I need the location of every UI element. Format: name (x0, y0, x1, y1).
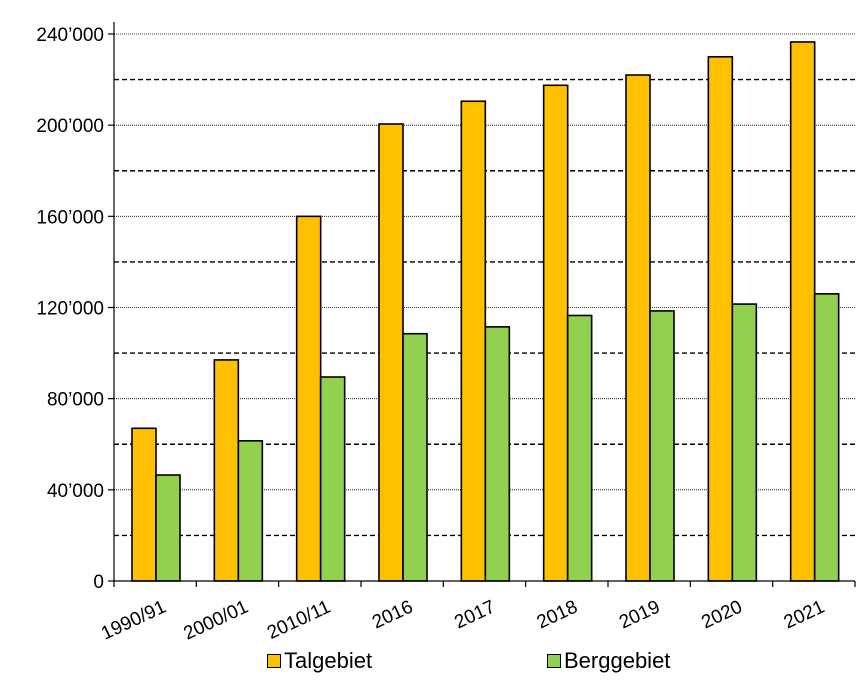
bar-berggebiet-4 (484, 326, 511, 582)
y-tick-label-6: 240’000 (36, 25, 104, 46)
x-tick-label-4: 2017 (451, 596, 498, 633)
x-tick-label-7: 2020 (698, 596, 745, 633)
legend-swatch-berggebiet (547, 654, 561, 668)
legend-label-talgebiet: Talgebiet (284, 648, 373, 673)
bar-berggebiet-0 (155, 474, 181, 582)
bar-berggebiet-5 (566, 314, 593, 582)
bar-talgebiet-4 (460, 100, 487, 582)
legend-swatch-talgebiet (267, 654, 281, 668)
x-tick-label-0: 1990/91 (98, 596, 169, 644)
bar-talgebiet-2 (295, 215, 322, 582)
y-tick-label-0: 0 (93, 572, 104, 593)
bar-talgebiet-1 (213, 359, 240, 582)
y-tick-label-1: 40’000 (47, 481, 104, 502)
bar-berggebiet-8 (813, 293, 840, 582)
bar-berggebiet-3 (402, 332, 428, 582)
y-tick-label-4: 160’000 (36, 207, 104, 228)
x-tick-label-2: 2010/11 (264, 596, 334, 643)
bar-talgebiet-7 (707, 55, 734, 582)
bar-berggebiet-6 (649, 310, 675, 582)
bar-berggebiet-2 (319, 376, 346, 582)
bar-talgebiet-6 (625, 74, 651, 582)
y-tick-label-2: 80’000 (47, 390, 104, 411)
y-tick-label-5: 200’000 (36, 116, 104, 137)
x-tick-label-8: 2021 (781, 596, 828, 633)
x-tick-label-3: 2016 (369, 596, 416, 633)
bar-berggebiet-7 (731, 303, 758, 582)
legend: Talgebiet Berggebiet (0, 648, 856, 682)
legend-item-talgebiet: Talgebiet (267, 648, 372, 674)
bar-berggebiet-1 (237, 440, 264, 582)
bar-talgebiet-5 (542, 84, 569, 582)
y-tick-label-3: 120’000 (36, 299, 104, 320)
bar-talgebiet-8 (789, 41, 816, 582)
bar-talgebiet-3 (378, 123, 404, 582)
x-tick-label-6: 2019 (616, 596, 663, 633)
bar-talgebiet-0 (131, 427, 157, 582)
legend-item-berggebiet: Berggebiet (547, 648, 670, 674)
legend-label-berggebiet: Berggebiet (564, 648, 671, 673)
x-tick-label-1: 2000/01 (180, 596, 251, 644)
x-tick-label-5: 2018 (534, 596, 581, 633)
